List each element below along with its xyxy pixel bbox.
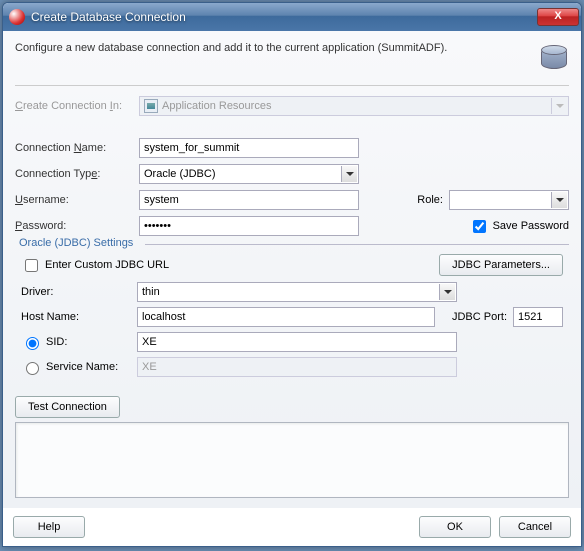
cancel-button[interactable]: Cancel — [499, 516, 571, 538]
connection-name-label: Connection Name: — [15, 142, 133, 154]
database-icon — [537, 41, 569, 73]
hostname-input[interactable] — [137, 307, 435, 327]
username-label: Username: — [15, 194, 133, 206]
service-name-radio-input[interactable] — [26, 362, 39, 375]
create-in-combo: Application Resources — [139, 96, 569, 116]
close-button[interactable]: X — [537, 8, 579, 26]
description-row: Configure a new database connection and … — [15, 41, 569, 73]
dialog-window: Create Database Connection X Configure a… — [2, 2, 582, 547]
sid-radio[interactable]: SID: — [21, 334, 131, 350]
save-password-checkbox[interactable]: Save Password — [469, 217, 569, 236]
driver-label: Driver: — [21, 286, 131, 298]
connection-type-label: Connection Type: — [15, 168, 133, 180]
driver-row: Driver: thin — [21, 282, 563, 302]
password-label: Password: — [15, 220, 133, 232]
jdbc-legend: Oracle (JDBC) Settings — [17, 237, 135, 249]
password-input[interactable] — [139, 216, 359, 236]
sid-label: SID: — [46, 336, 67, 348]
hostname-label: Host Name: — [21, 311, 131, 323]
connection-name-input[interactable] — [139, 138, 359, 158]
driver-select[interactable]: thin — [137, 282, 457, 302]
password-row: Password: Save Password — [15, 216, 569, 236]
connection-type-value: Oracle (JDBC) — [144, 168, 216, 180]
service-name-radio[interactable]: Service Name: — [21, 359, 131, 375]
window-title: Create Database Connection — [31, 10, 537, 24]
chevron-down-icon — [551, 192, 567, 208]
help-button[interactable]: Help — [13, 516, 85, 538]
description-text: Configure a new database connection and … — [15, 41, 527, 56]
test-connection-row: Test Connection — [15, 396, 569, 418]
chevron-down-icon — [341, 166, 357, 182]
save-password-label: Save Password — [493, 220, 569, 232]
connection-name-row: Connection Name: — [15, 138, 569, 158]
save-password-check[interactable] — [473, 220, 486, 233]
service-name-row: Service Name: — [21, 357, 563, 377]
service-name-label: Service Name: — [46, 361, 118, 373]
username-input[interactable] — [139, 190, 359, 210]
hostname-row: Host Name: JDBC Port: — [21, 307, 563, 327]
chevron-down-icon — [551, 98, 567, 114]
jdbc-port-input[interactable] — [513, 307, 563, 327]
username-role-row: Username: Role: — [15, 190, 569, 210]
title-bar: Create Database Connection X — [3, 3, 581, 31]
create-in-label: Create Connection In: — [15, 100, 133, 112]
connection-type-row: Connection Type: Oracle (JDBC) — [15, 164, 569, 184]
enter-custom-url-checkbox[interactable]: Enter Custom JDBC URL — [21, 256, 169, 275]
enter-custom-url-check[interactable] — [25, 259, 38, 272]
button-bar: Help OK Cancel — [3, 508, 581, 546]
jdbc-parameters-button[interactable]: JDBC Parameters... — [439, 254, 563, 276]
chevron-down-icon — [439, 284, 455, 300]
sid-row: SID: — [21, 332, 563, 352]
jdbc-port-label: JDBC Port: — [447, 311, 507, 323]
test-output-area — [15, 422, 569, 498]
enter-custom-url-label: Enter Custom JDBC URL — [45, 259, 169, 271]
service-name-input — [137, 357, 457, 377]
driver-value: thin — [142, 286, 160, 298]
dialog-content: Configure a new database connection and … — [3, 31, 581, 508]
resources-icon — [144, 99, 158, 113]
sid-input[interactable] — [137, 332, 457, 352]
custom-url-row: Enter Custom JDBC URL JDBC Parameters... — [21, 254, 563, 276]
jdbc-settings-group: Oracle (JDBC) Settings Enter Custom JDBC… — [15, 244, 569, 388]
role-select[interactable] — [449, 190, 569, 210]
test-connection-button[interactable]: Test Connection — [15, 396, 120, 418]
separator — [15, 85, 569, 86]
create-in-value: Application Resources — [162, 100, 271, 112]
create-in-row: Create Connection In: Application Resour… — [15, 96, 569, 116]
connection-type-select[interactable]: Oracle (JDBC) — [139, 164, 359, 184]
sid-radio-input[interactable] — [26, 337, 39, 350]
role-label: Role: — [417, 194, 443, 206]
ok-button[interactable]: OK — [419, 516, 491, 538]
app-icon — [9, 9, 25, 25]
